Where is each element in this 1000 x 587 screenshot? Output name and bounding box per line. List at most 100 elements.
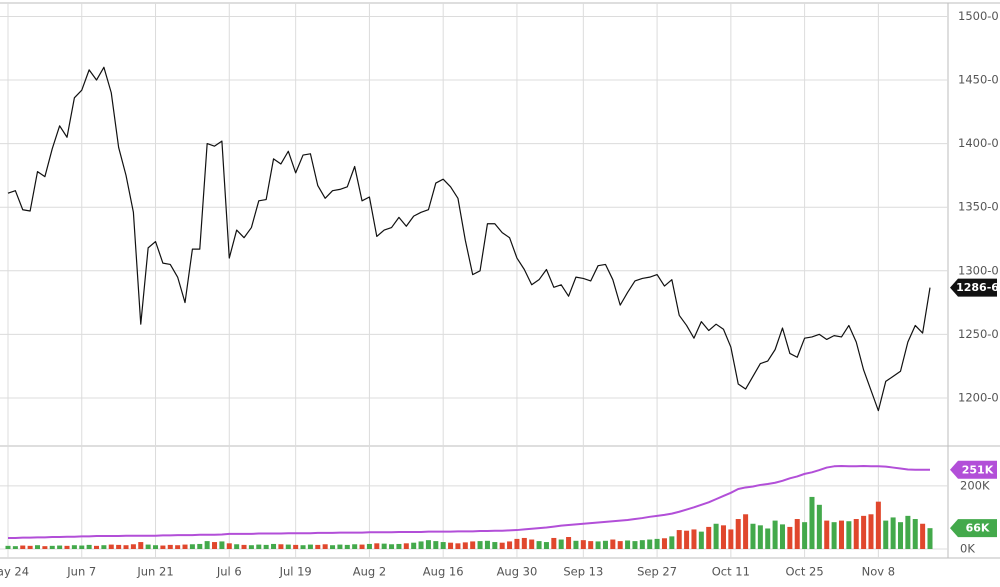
volume-bar: [632, 541, 638, 549]
volume-bar: [462, 542, 468, 549]
x-tick-label: Jun 7: [66, 565, 96, 579]
volume-bar: [757, 525, 763, 549]
volume-bar: [890, 517, 896, 549]
volume-bar: [720, 525, 726, 549]
volume-bar: [779, 524, 785, 549]
x-tick-label: Jul 19: [279, 565, 312, 579]
volume-bar: [71, 545, 77, 549]
volume-bar: [580, 540, 586, 549]
x-tick-label: Aug 16: [423, 565, 464, 579]
volume-bar: [455, 543, 461, 549]
volume-bar: [256, 544, 262, 549]
volume-bar: [846, 521, 852, 549]
x-tick-label: Jul 6: [216, 565, 242, 579]
volume-bar: [34, 545, 41, 549]
volume-bar: [654, 538, 660, 549]
volume-bar: [381, 543, 387, 549]
volume-bar: [816, 504, 822, 549]
x-tick-label: Aug 2: [353, 565, 386, 579]
volume-bar: [271, 543, 277, 549]
volume-bar: [809, 496, 815, 549]
volume-bar: [64, 545, 70, 549]
volume-bar: [248, 545, 254, 549]
volume-bar: [241, 544, 247, 549]
volume-bar: [123, 545, 129, 549]
volume-bar: [698, 531, 704, 549]
volume-bar: [396, 543, 402, 549]
volume-bar: [212, 542, 218, 549]
volume-bar: [905, 515, 911, 549]
x-tick-label: Sep 13: [563, 565, 603, 579]
volume-bar: [897, 522, 904, 549]
x-tick-label: Nov 8: [862, 565, 895, 579]
volume-bar: [920, 523, 926, 549]
volume-bar: [706, 526, 712, 549]
volume-bar: [448, 542, 454, 549]
volume-bar: [418, 541, 424, 549]
price-tick-label: 1250-0: [958, 327, 999, 341]
price-tick-label: 1450-0: [958, 73, 999, 87]
volume-bar: [625, 540, 631, 549]
price-tick-label: 1200-0: [958, 390, 999, 404]
value-badge: [950, 460, 997, 479]
volume-bar: [42, 546, 48, 549]
volume-bar: [470, 541, 476, 549]
volume-tick-label: 0K: [960, 542, 975, 556]
volume-bar: [204, 541, 210, 549]
volume-bar: [366, 543, 372, 549]
volume-bar: [278, 544, 284, 549]
volume-bar: [160, 545, 166, 549]
volume-bar: [735, 519, 741, 549]
volume-bar: [182, 544, 188, 549]
volume-bar: [234, 544, 240, 549]
volume-bar: [425, 540, 431, 549]
volume-bar: [927, 528, 933, 549]
volume-bar: [337, 544, 343, 549]
volume-bar: [499, 542, 505, 549]
volume-bar: [765, 528, 771, 549]
volume-bar: [750, 523, 756, 549]
volume-bar: [573, 540, 579, 549]
x-tick-label: Oct 11: [712, 565, 750, 579]
volume-bar: [861, 515, 867, 549]
x-tick-label: May 24: [0, 565, 29, 579]
volume-bar: [5, 545, 11, 549]
volume-bar: [263, 544, 269, 549]
volume-bar: [300, 545, 306, 549]
volume-bar: [883, 520, 889, 549]
volume-bar: [602, 540, 608, 549]
volume-bar: [226, 543, 232, 549]
volume-bar: [551, 537, 557, 549]
volume-bar: [175, 545, 181, 549]
volume-bar: [477, 541, 483, 549]
volume-bar: [514, 538, 520, 549]
value-badge: [950, 278, 997, 297]
price-tick-label: 1500-0: [958, 9, 999, 23]
volume-bar: [293, 544, 299, 549]
volume-bar: [12, 546, 18, 549]
volume-bar: [403, 543, 409, 549]
volume-bar: [558, 539, 564, 549]
volume-bar: [315, 544, 321, 549]
volume-bar: [743, 514, 749, 549]
volume-bar: [440, 542, 446, 549]
value-badge: [950, 519, 997, 538]
x-tick-label: Jun 21: [136, 565, 173, 579]
volume-bar: [389, 544, 395, 549]
volume-bar: [639, 540, 645, 549]
volume-bar: [189, 544, 195, 549]
value-badge-label: 66K: [966, 522, 990, 535]
volume-bar: [529, 539, 535, 549]
volume-bar: [691, 529, 697, 549]
value-badge-label: 251K: [962, 463, 994, 476]
volume-bar: [101, 545, 107, 549]
volume-bar: [684, 530, 690, 549]
volume-bar: [875, 501, 881, 549]
volume-bar: [49, 545, 55, 549]
volume-bar: [728, 529, 734, 549]
price-line: [7, 66, 931, 412]
volume-bar: [676, 530, 682, 549]
volume-bar: [507, 541, 513, 549]
